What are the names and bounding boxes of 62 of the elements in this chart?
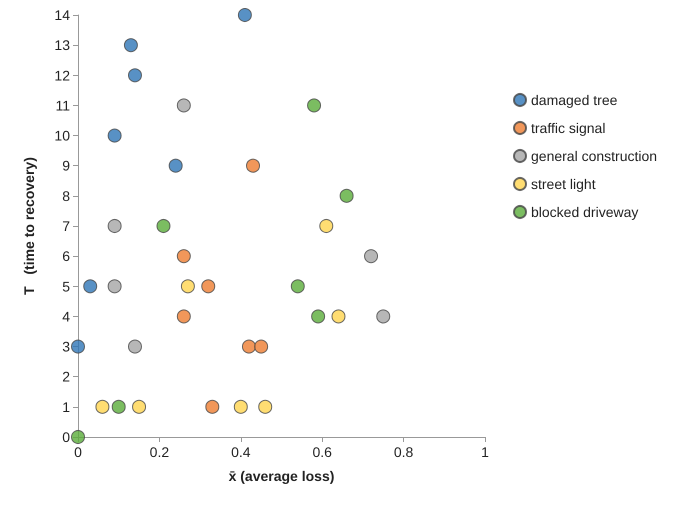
legend-label: general construction: [531, 148, 658, 164]
point: [238, 8, 252, 22]
point: [71, 340, 85, 354]
y-tick-label: 0: [62, 429, 70, 445]
point: [254, 340, 268, 354]
legend-label: blocked driveway: [531, 204, 638, 220]
y-tick-label: 10: [54, 128, 70, 144]
x-tick-label: 0.6: [312, 444, 332, 460]
point: [156, 219, 170, 233]
point: [112, 400, 126, 414]
x-tick-label: 0.4: [231, 444, 251, 460]
point: [307, 98, 322, 112]
point: [108, 128, 122, 143]
point: [176, 98, 191, 112]
legend-label: damaged tree: [531, 92, 618, 108]
point: [108, 219, 122, 233]
x-tick-label: 0.8: [394, 444, 414, 460]
point: [168, 158, 183, 173]
y-tick-label: 8: [62, 188, 70, 204]
point: [376, 309, 390, 324]
point: [176, 309, 191, 324]
x-tick-label: 0.2: [150, 444, 170, 460]
point: [340, 188, 354, 203]
point: [234, 400, 248, 414]
point: [331, 309, 346, 324]
point: [180, 279, 195, 294]
x-axis-title: x̄ (average loss): [228, 468, 334, 484]
point: [319, 219, 334, 233]
y-tick-label: 4: [62, 308, 70, 324]
point: [83, 279, 98, 294]
point: [246, 158, 260, 173]
point: [108, 279, 122, 294]
point: [128, 340, 142, 354]
x-tick-label: 0: [74, 444, 82, 460]
point: [364, 249, 378, 264]
y-tick-label: 9: [62, 158, 70, 174]
y-tick-label: 14: [54, 7, 70, 23]
point: [71, 430, 85, 444]
point: [311, 309, 326, 324]
point: [124, 38, 138, 52]
y-tick-label: 3: [62, 338, 70, 355]
legend-label: street light: [531, 176, 596, 192]
y-tick-label: 13: [54, 37, 70, 54]
point: [128, 68, 142, 82]
y-tick-label: 5: [62, 278, 70, 294]
point: [132, 400, 146, 414]
y-tick-label: 12: [54, 67, 70, 84]
point: [258, 400, 272, 414]
point: [176, 249, 191, 264]
point: [201, 279, 216, 294]
y-tick-label: 6: [62, 248, 70, 264]
point: [205, 400, 220, 414]
point: [95, 400, 110, 414]
point: [242, 340, 256, 354]
legend-label: traffic signal: [531, 120, 606, 136]
y-tick-label: 2: [62, 368, 70, 385]
y-axis-title: T (time to recovery): [21, 157, 37, 295]
y-tick-label: 1: [62, 398, 70, 415]
y-tick-label: 11: [55, 97, 70, 114]
point: [290, 279, 305, 294]
x-tick-label: 1: [481, 444, 490, 460]
y-tick-label: 7: [62, 218, 70, 234]
